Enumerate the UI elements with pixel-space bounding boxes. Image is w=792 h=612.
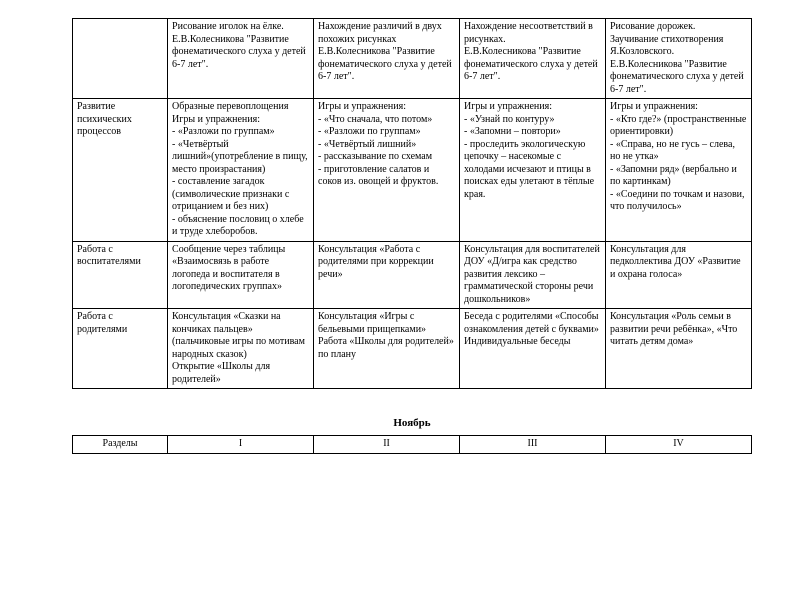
cell: Игры и упражнения:- «Кто где?» (простран… — [606, 99, 752, 242]
cell: Консультация «Игры с бельевыми прищепкам… — [314, 309, 460, 389]
cell: Консультация для воспитателей ДОУ «Д/игр… — [460, 241, 606, 309]
cell: Образные перевоплощенияИгры и упражнения… — [168, 99, 314, 242]
document-page: { "main_table": { "columns_css": ["col0"… — [0, 0, 792, 612]
header-cell-sections: Разделы — [73, 436, 168, 454]
table-row: Рисование иголок на ёлке. Е.В.Колесников… — [73, 19, 752, 99]
header-cell-week-2: II — [314, 436, 460, 454]
row-label — [73, 19, 168, 99]
cell: Консультация для педколлектива ДОУ «Разв… — [606, 241, 752, 309]
cell: Игры и упражнения:- «Что сначала, что по… — [314, 99, 460, 242]
cell: Консультация «Роль семьи в развитии речи… — [606, 309, 752, 389]
cell: Нахождение несоответствий в рисунках.Е.В… — [460, 19, 606, 99]
row-label: Работа с родителями — [73, 309, 168, 389]
cell: Беседа с родителями «Способы ознакомлени… — [460, 309, 606, 389]
row-label: Развитие психических процессов — [73, 99, 168, 242]
table-row: Разделы I II III IV — [73, 436, 752, 454]
cell: Нахождение различий в двух похожих рисун… — [314, 19, 460, 99]
header-cell-week-1: I — [168, 436, 314, 454]
cell: Рисование иголок на ёлке. Е.В.Колесников… — [168, 19, 314, 99]
header-cell-week-3: III — [460, 436, 606, 454]
month-title: Ноябрь — [72, 417, 752, 429]
cell: Консультация «Сказки на кончиках пальцев… — [168, 309, 314, 389]
table-row: Развитие психических процессов Образные … — [73, 99, 752, 242]
month-header-table: Разделы I II III IV — [72, 435, 752, 454]
row-label: Работа с воспитателями — [73, 241, 168, 309]
cell: Консультация «Работа с родителями при ко… — [314, 241, 460, 309]
cell: Игры и упражнения:- «Узнай по контуру»- … — [460, 99, 606, 242]
main-schedule-table: Рисование иголок на ёлке. Е.В.Колесников… — [72, 18, 752, 389]
table-row: Работа с воспитателями Сообщение через т… — [73, 241, 752, 309]
header-cell-week-4: IV — [606, 436, 752, 454]
cell: Рисование дорожек.Заучивание стихотворен… — [606, 19, 752, 99]
cell: Сообщение через таблицы «Взаимосвязь в р… — [168, 241, 314, 309]
table-row: Работа с родителями Консультация «Сказки… — [73, 309, 752, 389]
main-table-body: Рисование иголок на ёлке. Е.В.Колесников… — [73, 19, 752, 389]
